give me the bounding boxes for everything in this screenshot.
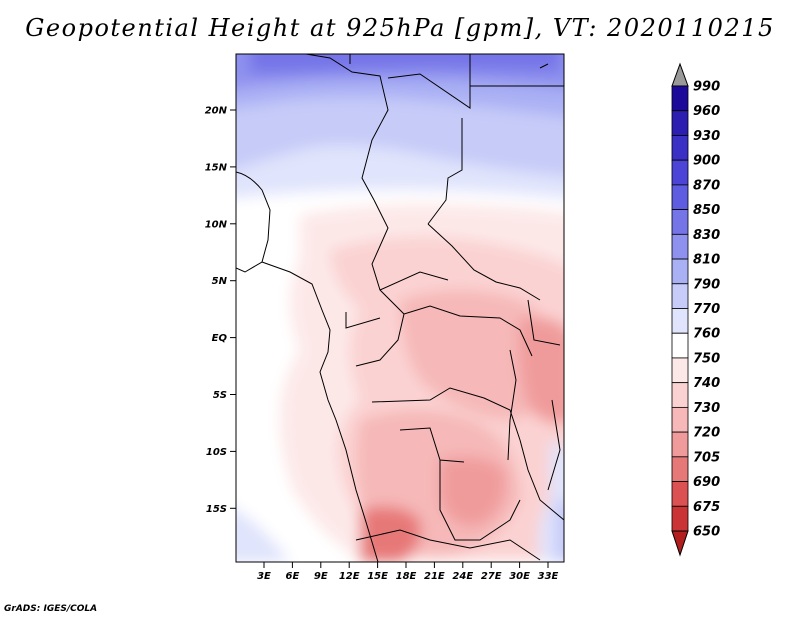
lon-tick-label: 3E bbox=[257, 571, 271, 582]
colorbar-segment bbox=[671, 209, 689, 235]
colorbar-segment bbox=[671, 431, 689, 458]
lat-tick-label: 10S bbox=[206, 447, 227, 458]
colorbar-segment bbox=[671, 406, 689, 433]
colorbar-label: 720 bbox=[693, 426, 720, 441]
longitude-axis: 3E 6E 9E 12E 15E 18E 21E 24E 27E 30E 33E bbox=[257, 562, 559, 582]
lon-tick-label: 24E bbox=[452, 571, 473, 582]
colorbar-label: 740 bbox=[693, 376, 720, 391]
colorbar-segment bbox=[671, 85, 689, 112]
colorbar-segment bbox=[671, 283, 689, 309]
colorbar-label: 930 bbox=[693, 129, 720, 144]
lat-tick-label: EQ bbox=[212, 333, 228, 344]
lat-tick-label: 10N bbox=[205, 219, 228, 230]
colorbar-segment bbox=[671, 233, 689, 260]
colorbar-segment bbox=[671, 357, 689, 384]
lon-tick-label: 6E bbox=[286, 571, 300, 582]
colorbar-segment bbox=[671, 505, 689, 532]
lon-tick-label: 30E bbox=[509, 571, 530, 582]
colorbar-label: 830 bbox=[693, 228, 720, 243]
colorbar-top-arrow bbox=[671, 62, 689, 87]
colorbar-segment bbox=[671, 258, 689, 285]
colorbar-label: 850 bbox=[693, 203, 720, 218]
colorbar-label: 675 bbox=[693, 500, 720, 515]
lat-tick-label: 5N bbox=[212, 276, 228, 287]
lon-tick-label: 9E bbox=[314, 571, 328, 582]
colorbar-label: 900 bbox=[693, 154, 720, 169]
colorbar-segment bbox=[671, 481, 689, 507]
colorbar-segment bbox=[671, 456, 689, 482]
colorbar-bottom-arrow bbox=[671, 530, 689, 557]
lon-tick-label: 27E bbox=[481, 571, 502, 582]
colorbar-label: 790 bbox=[693, 277, 720, 292]
colorbar-label: 810 bbox=[693, 253, 720, 268]
lon-tick-label: 18E bbox=[396, 571, 417, 582]
colorbar-segment bbox=[671, 382, 689, 408]
colorbar-label: 870 bbox=[693, 178, 720, 193]
colorbar-label: 990 bbox=[693, 80, 720, 95]
colorbar-segment bbox=[671, 332, 689, 359]
latitude-axis: 20N 15N 10N 5N EQ 5S 10S 15S bbox=[205, 106, 236, 515]
height-field bbox=[236, 54, 564, 562]
chart-title: Geopotential Height at 925hPa [gpm], VT:… bbox=[25, 14, 775, 42]
colorbar-segment bbox=[671, 159, 689, 186]
colorbar-label: 960 bbox=[693, 104, 720, 119]
lon-tick-label: 15E bbox=[367, 571, 388, 582]
colorbar-segment bbox=[671, 135, 689, 161]
colorbar-segment bbox=[671, 110, 689, 136]
lat-tick-label: 20N bbox=[205, 106, 228, 117]
lon-tick-label: 21E bbox=[424, 571, 445, 582]
lon-tick-label: 33E bbox=[538, 571, 559, 582]
colorbar-segment bbox=[671, 184, 689, 211]
lat-tick-label: 15N bbox=[205, 162, 228, 173]
lat-tick-label: 15S bbox=[206, 504, 227, 515]
colorbar-segment bbox=[671, 308, 689, 334]
colorbar-label: 750 bbox=[693, 351, 720, 366]
colorbar-label: 760 bbox=[693, 327, 720, 342]
lon-tick-label: 12E bbox=[339, 571, 360, 582]
colorbar-label: 770 bbox=[693, 302, 720, 317]
colorbar-label: 730 bbox=[693, 401, 720, 416]
credit-label: GrADS: IGES/COLA bbox=[4, 604, 98, 614]
lat-tick-label: 5S bbox=[213, 390, 227, 401]
colorbar-label: 650 bbox=[693, 525, 720, 540]
boundaries bbox=[236, 54, 564, 562]
map-frame bbox=[235, 53, 565, 563]
colorbar: 990 960 930 900 870 850 830 810 790 770 760 750 740 7… bbox=[671, 62, 720, 557]
colorbar-label: 690 bbox=[693, 475, 720, 490]
colorbar-label: 705 bbox=[693, 450, 720, 465]
